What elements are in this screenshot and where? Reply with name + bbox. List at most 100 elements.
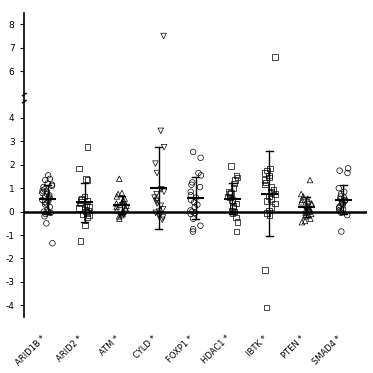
Point: [41, 186, 47, 192]
Point: [190, 216, 196, 222]
Point: [231, 181, 237, 186]
Point: [339, 200, 345, 206]
Point: [188, 197, 194, 203]
Point: [42, 194, 48, 200]
Point: [188, 189, 194, 195]
Point: [268, 196, 274, 202]
Point: [85, 144, 91, 150]
Point: [227, 191, 233, 197]
Point: [188, 192, 194, 198]
Point: [233, 200, 239, 206]
Point: [305, 212, 311, 218]
Point: [305, 196, 311, 202]
Point: [188, 207, 194, 213]
Point: [44, 207, 50, 213]
Point: [266, 175, 272, 181]
Point: [156, 212, 162, 218]
Point: [232, 209, 238, 214]
Point: [77, 200, 83, 206]
Point: [306, 206, 312, 212]
Point: [190, 226, 196, 232]
Point: [270, 186, 276, 192]
Point: [188, 182, 194, 188]
Point: [342, 197, 348, 203]
Point: [83, 176, 89, 182]
Point: [192, 204, 198, 210]
Point: [338, 191, 344, 197]
Point: [40, 197, 46, 203]
Point: [228, 190, 234, 196]
Point: [197, 184, 203, 190]
Point: [192, 210, 198, 216]
Point: [161, 189, 167, 195]
Point: [161, 144, 167, 150]
Point: [41, 213, 47, 219]
Point: [262, 182, 268, 188]
Point: [264, 168, 270, 174]
Point: [263, 305, 269, 311]
Point: [83, 209, 89, 214]
Point: [336, 185, 342, 191]
Point: [272, 54, 278, 60]
Point: [79, 196, 85, 202]
Point: [229, 198, 235, 204]
Point: [120, 197, 126, 203]
Point: [43, 211, 48, 217]
Point: [78, 238, 84, 244]
Point: [84, 203, 90, 209]
Point: [336, 207, 342, 213]
Point: [156, 209, 162, 214]
Point: [197, 223, 203, 229]
Point: [120, 211, 126, 217]
Point: [154, 198, 160, 204]
Point: [49, 182, 55, 188]
Point: [229, 197, 235, 203]
Point: [84, 210, 90, 216]
Point: [235, 175, 241, 181]
Point: [45, 198, 51, 204]
Point: [341, 195, 347, 201]
Point: [299, 197, 305, 203]
Point: [233, 172, 239, 178]
Point: [123, 203, 129, 209]
Point: [225, 194, 231, 200]
Point: [304, 203, 310, 209]
Point: [303, 207, 308, 213]
Point: [267, 212, 273, 218]
Point: [230, 205, 236, 211]
Point: [227, 195, 233, 201]
Point: [85, 198, 91, 204]
Point: [232, 177, 238, 183]
Point: [160, 214, 166, 220]
Point: [153, 210, 159, 216]
Point: [154, 170, 160, 176]
Point: [338, 210, 344, 216]
Point: [84, 177, 90, 183]
Point: [198, 172, 204, 178]
Point: [79, 211, 85, 217]
Point: [337, 196, 343, 202]
Point: [269, 204, 275, 210]
Point: [154, 200, 160, 206]
Point: [307, 209, 313, 214]
Point: [305, 204, 311, 210]
Point: [43, 220, 49, 226]
Point: [188, 211, 194, 217]
Point: [298, 199, 304, 205]
Point: [300, 194, 306, 200]
Point: [40, 188, 46, 194]
Point: [156, 213, 162, 219]
Point: [116, 213, 122, 219]
Point: [229, 207, 235, 213]
Point: [44, 189, 50, 195]
Point: [268, 184, 274, 190]
Point: [198, 155, 204, 161]
Point: [338, 194, 344, 200]
Point: [189, 209, 195, 214]
Point: [193, 195, 199, 201]
Point: [47, 195, 53, 201]
Point: [123, 205, 129, 211]
Point: [116, 216, 122, 222]
Point: [48, 210, 54, 216]
Point: [191, 199, 197, 205]
